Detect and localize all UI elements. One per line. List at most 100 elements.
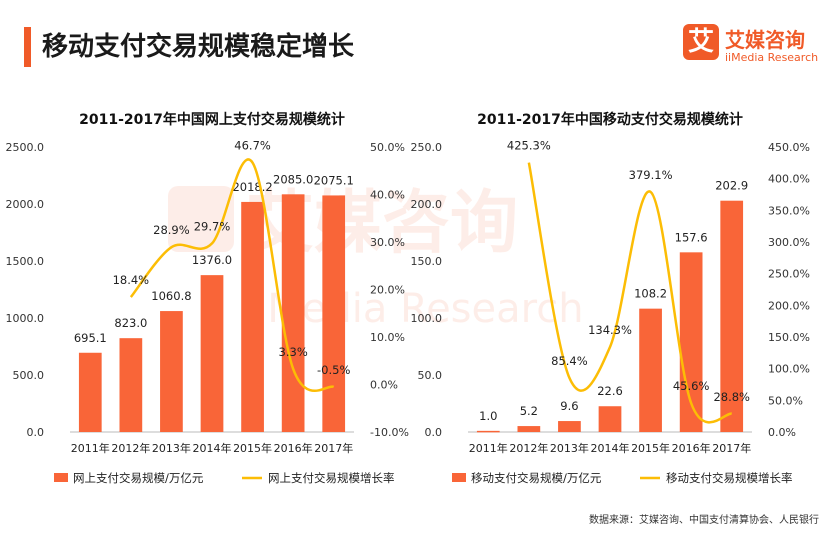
online-x-tick: 2015年	[233, 441, 272, 455]
brand-logo: 艾 艾媒咨询 iiMedia Research	[683, 22, 823, 68]
mobile-y-right-tick: 400.0%	[768, 173, 810, 186]
mobile-payment-chart: 2011-2017年中国移动支付交易规模统计 0.0 50.0 100.0 150.0 2…	[411, 111, 810, 485]
online-y-left-tick: 2500.0	[6, 141, 45, 154]
online-x-tick: 2013年	[152, 441, 191, 455]
mobile-bar	[679, 252, 703, 432]
mobile-y-left-tick: 100.0	[411, 312, 443, 325]
online-bar	[119, 338, 143, 432]
title-accent-bar	[24, 27, 31, 67]
mobile-x-tick: 2012年	[509, 441, 548, 455]
mobile-bar-label: 5.2	[520, 404, 538, 418]
mobile-bar	[517, 426, 541, 432]
brand-logo-icon: 艾	[683, 24, 719, 60]
mobile-x-tick: 2016年	[672, 441, 711, 455]
mobile-x-tick: 2013年	[550, 441, 589, 455]
online-y-left-tick: 500.0	[13, 369, 45, 382]
online-line-label: -0.5%	[317, 363, 350, 377]
online-bar-label: 1060.8	[151, 289, 191, 303]
online-line-label: 46.7%	[234, 139, 271, 153]
mobile-bar	[639, 308, 662, 432]
online-bar	[200, 275, 224, 432]
online-y-left-tick: 1500.0	[6, 255, 45, 268]
mobile-bar	[558, 421, 581, 432]
online-line-label: 28.9%	[153, 223, 190, 237]
mobile-chart-title: 2011-2017年中国移动支付交易规模统计	[477, 111, 743, 128]
mobile-bar	[476, 430, 500, 433]
online-bar-label: 2085.0	[273, 172, 313, 186]
online-y-right-tick: 50.0%	[370, 141, 405, 154]
mobile-bar	[720, 200, 744, 432]
mobile-legend-bar-swatch	[452, 473, 466, 482]
online-bar-label: 1376.0	[192, 253, 232, 267]
mobile-bar-label: 9.6	[560, 399, 578, 413]
mobile-y-right-tick: 100.0%	[768, 363, 810, 376]
mobile-legend-line-label: 移动支付交易规模增长率	[666, 471, 793, 485]
online-y-right-tick: 0.0%	[370, 379, 398, 392]
mobile-y-left-tick: 0.0	[425, 426, 443, 439]
mobile-y-right-tick: 450.0%	[768, 141, 810, 154]
online-line-label: 18.4%	[113, 273, 150, 287]
mobile-x-tick: 2015年	[631, 441, 670, 455]
mobile-line-label: 85.4%	[551, 354, 588, 368]
online-x-tick: 2011年	[71, 441, 110, 455]
mobile-x-tick: 2014年	[591, 441, 630, 455]
mobile-y-left-tick: 50.0	[418, 369, 443, 382]
online-payment-chart: 2011-2017年中国网上支付交易规模统计 0.0 500.0 1000.0 1500…	[6, 111, 409, 485]
online-growth-line	[129, 158, 335, 392]
online-bar	[78, 352, 102, 432]
mobile-y-left-tick: 150.0	[411, 255, 443, 268]
online-y-right-tick: 10.0%	[370, 331, 405, 344]
mobile-line-label: 28.8%	[713, 390, 750, 404]
brand-name: 艾媒咨询	[725, 28, 805, 52]
data-source-text: 艾媒咨询、中国支付清算协会、人民银行	[639, 515, 819, 526]
online-y-left-tick: 1000.0	[6, 312, 45, 325]
mobile-bar-label: 108.2	[634, 287, 667, 301]
online-x-tick: 2012年	[111, 441, 150, 455]
mobile-x-tick: 2017年	[712, 441, 751, 455]
online-legend-bar-swatch	[54, 473, 68, 482]
page-title: 移动支付交易规模稳定增长	[42, 32, 355, 62]
online-y-right-tick: -10.0%	[370, 426, 409, 439]
mobile-line-label: 134.3%	[588, 323, 632, 337]
mobile-bar-label: 157.6	[675, 230, 708, 244]
online-bar-label: 2018.2	[232, 180, 272, 194]
online-x-tick: 2016年	[274, 441, 313, 455]
mobile-y-left-tick: 200.0	[411, 198, 443, 211]
online-bar-label: 695.1	[74, 331, 107, 345]
mobile-y-right-tick: 350.0%	[768, 204, 810, 217]
mobile-bar-label: 202.9	[715, 179, 748, 193]
mobile-y-right-tick: 50.0%	[768, 394, 803, 407]
online-bar	[160, 311, 183, 432]
data-source: 数据来源：艾媒咨询、中国支付清算协会、人民银行	[589, 511, 819, 526]
online-y-right-tick: 20.0%	[370, 284, 405, 297]
online-line-label: 29.7%	[194, 219, 231, 233]
online-y-right-tick: 40.0%	[370, 189, 405, 202]
mobile-y-right-tick: 0.0%	[768, 426, 796, 439]
online-bar	[281, 194, 305, 432]
online-y-right-tick: 30.0%	[370, 236, 405, 249]
online-legend-line-label: 网上支付交易规模增长率	[268, 471, 395, 485]
online-x-tick: 2017年	[314, 441, 353, 455]
mobile-y-right-tick: 250.0%	[768, 268, 810, 281]
online-bar	[241, 201, 264, 432]
online-line-label: 3.3%	[279, 345, 308, 359]
mobile-growth-line	[527, 162, 733, 424]
mobile-y-right-tick: 300.0%	[768, 236, 810, 249]
mobile-line-label: 379.1%	[629, 168, 673, 182]
data-source-label: 数据来源：	[589, 515, 639, 526]
mobile-x-tick: 2011年	[469, 441, 508, 455]
online-y-left-tick: 0.0	[27, 426, 45, 439]
online-chart-title: 2011-2017年中国网上支付交易规模统计	[79, 111, 345, 128]
mobile-bar	[598, 406, 622, 432]
brand-subtitle: iiMedia Research	[725, 51, 819, 64]
mobile-y-right-tick: 150.0%	[768, 331, 810, 344]
mobile-y-left-tick: 250.0	[411, 141, 443, 154]
mobile-bar-label: 1.0	[479, 409, 497, 423]
online-y-left-tick: 2000.0	[6, 198, 45, 211]
online-bar	[322, 195, 346, 432]
online-bar-label: 823.0	[114, 316, 147, 330]
mobile-bar-label: 22.6	[597, 384, 623, 398]
online-bar-label: 2075.1	[314, 173, 354, 187]
mobile-line-label: 425.3%	[507, 139, 551, 153]
